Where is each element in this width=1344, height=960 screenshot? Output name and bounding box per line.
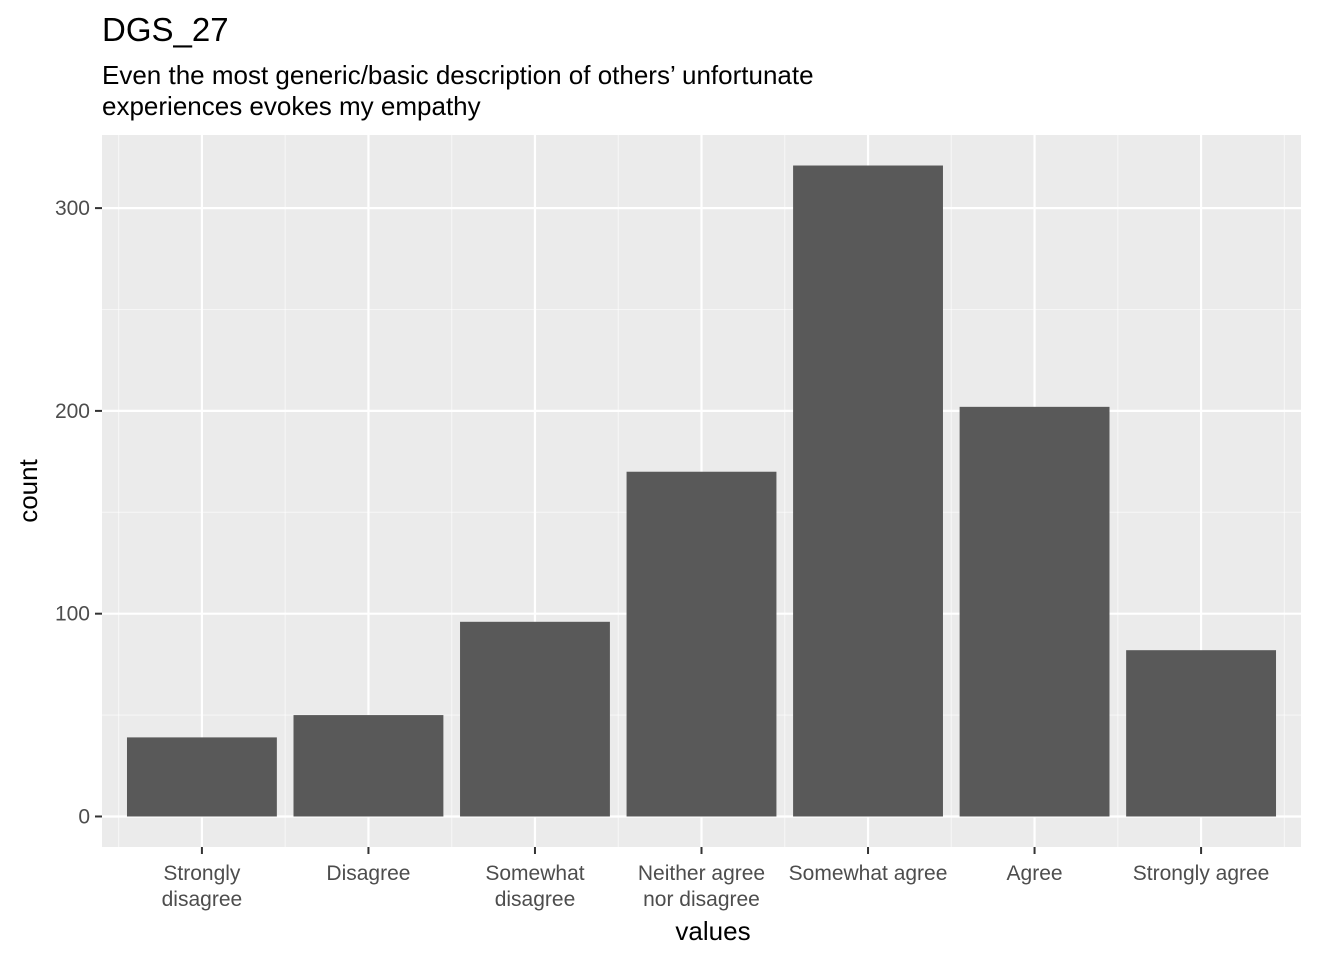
x-tick-label: Strongly agree (1133, 862, 1270, 885)
x-tick-label: Strongly (163, 862, 241, 885)
x-tick-label: Somewhat agree (789, 862, 948, 885)
bar-0 (126, 737, 277, 817)
y-axis-title: count (13, 458, 43, 522)
bar-6 (1126, 650, 1277, 817)
y-tick-label: 200 (55, 400, 90, 423)
y-tick-label: 100 (55, 603, 90, 626)
y-tick-label: 300 (55, 197, 90, 220)
x-tick-label: nor disagree (643, 888, 760, 911)
x-tick-label: Somewhat (485, 862, 584, 885)
x-tick-label: disagree (162, 888, 243, 911)
bar-1 (293, 715, 444, 817)
y-axis: 0 100 200 300 (55, 197, 102, 828)
x-tick-label: Agree (1007, 862, 1063, 885)
x-axis-title: values (675, 916, 750, 946)
x-tick-label: disagree (495, 888, 576, 911)
x-tick-label: Disagree (326, 862, 410, 885)
bar-2 (460, 621, 610, 817)
chart-subtitle-line-1: Even the most generic/basic description … (102, 60, 814, 90)
chart-title: DGS_27 (102, 11, 229, 48)
bar-4 (793, 165, 943, 817)
x-tick-label: Neither agree (638, 862, 765, 885)
x-axis: Strongly disagree Disagree Somewhat disagree… (162, 847, 1270, 911)
bars (126, 165, 1277, 817)
y-tick-label: 0 (78, 805, 90, 828)
bar-3 (626, 471, 777, 817)
bar-5 (959, 406, 1110, 817)
chart-subtitle-line-2: experiences evokes my empathy (102, 91, 481, 121)
